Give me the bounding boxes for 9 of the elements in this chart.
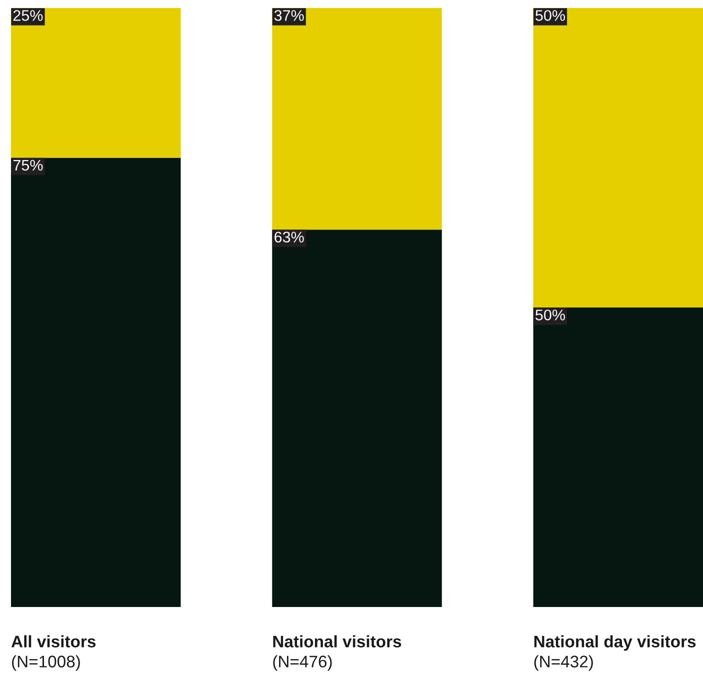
data-label: 50% [536,310,565,320]
data-label: 75% [13,160,43,171]
data-label: 50% [536,10,565,21]
x-tick-label: National day visitors (N=432) [534,635,696,671]
x-tick-label: All visitors (N=1008) [11,635,96,671]
x-tick-label: National visitors (N=476) [273,635,402,671]
data-label: 37% [274,10,304,21]
data-label: 63% [274,232,304,243]
data-label: 25% [13,10,43,21]
